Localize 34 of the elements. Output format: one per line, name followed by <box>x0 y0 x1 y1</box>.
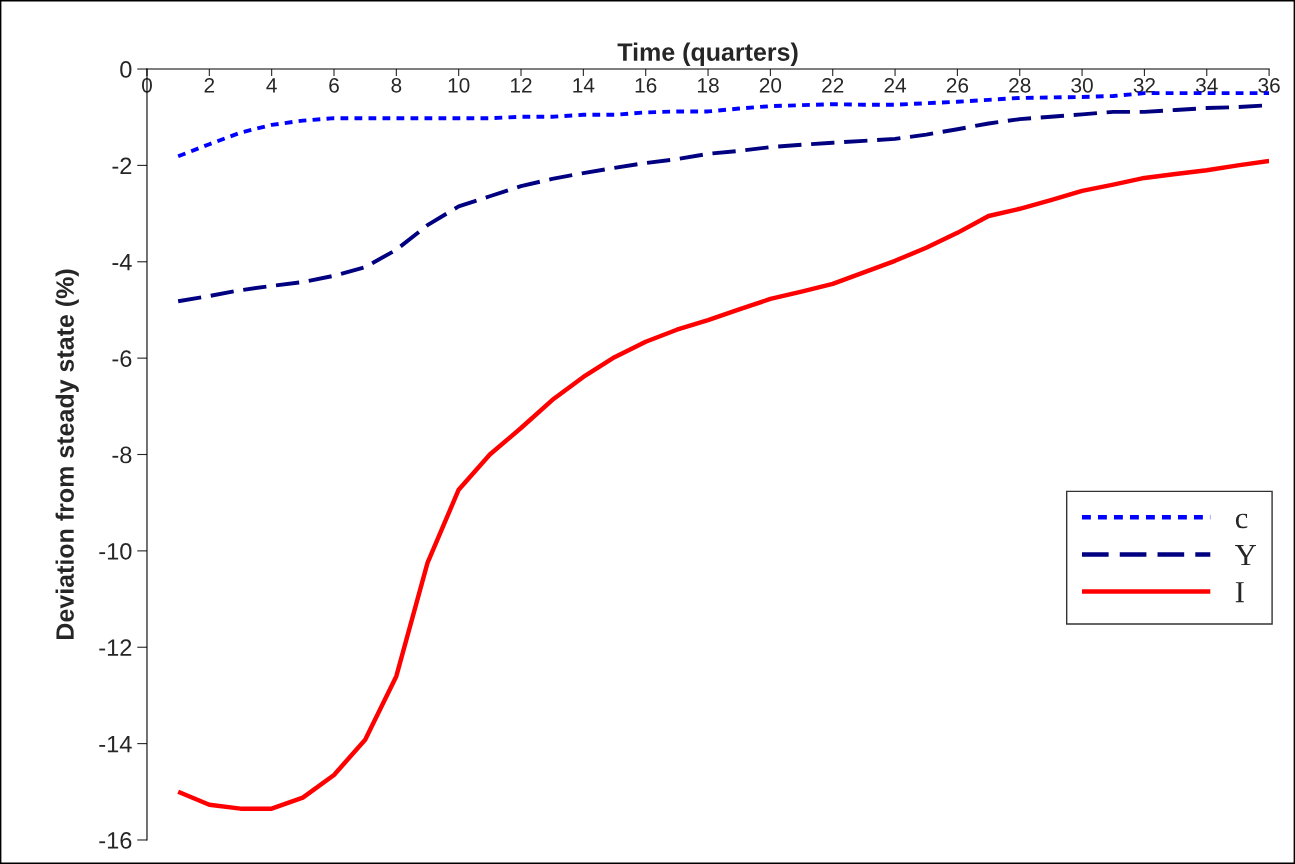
x-tick-label: 16 <box>635 77 657 93</box>
y-tick-label: -14 <box>99 735 132 753</box>
x-axis-title: Time (quarters) <box>617 42 798 66</box>
x-tick-label: 4 <box>266 78 277 93</box>
legend-label: Y <box>1235 545 1257 566</box>
x-tick-label: 24 <box>884 77 907 93</box>
y-tick-label: -6 <box>112 350 132 367</box>
x-tick-label: 34 <box>1195 77 1218 93</box>
x-tick-label: 22 <box>822 77 844 93</box>
line-series <box>176 91 1270 159</box>
x-tick-label: 28 <box>1009 77 1031 93</box>
y-tick-label: -8 <box>112 446 132 464</box>
x-tick-label: 36 <box>1258 77 1280 93</box>
y-tick-label: -4 <box>112 254 132 271</box>
x-tick-label: 2 <box>204 77 215 93</box>
legend-label: I <box>1235 582 1244 603</box>
y-tick-label: 0 <box>120 61 132 78</box>
x-tick-label: 32 <box>1133 77 1155 93</box>
x-tick-label: 18 <box>698 77 719 93</box>
y-axis-title: Deviation from steady state (%) <box>55 269 79 639</box>
x-tick-label: 8 <box>391 77 402 93</box>
y-tick-label: -12 <box>99 639 132 656</box>
x-tick-label: 20 <box>759 77 782 93</box>
y-tick-label: -2 <box>112 157 132 174</box>
line-series <box>175 158 1270 811</box>
legend-label: c <box>1235 513 1248 529</box>
x-tick-label: 10 <box>448 77 470 93</box>
x-tick-label: 14 <box>573 78 595 93</box>
y-tick-label: -10 <box>99 542 132 560</box>
y-tick-label: -16 <box>99 832 132 849</box>
x-tick-label: 12 <box>511 77 532 93</box>
x-tick-label: 30 <box>1071 77 1093 93</box>
x-tick-label: 6 <box>329 77 339 93</box>
x-tick-label: 26 <box>946 77 969 93</box>
